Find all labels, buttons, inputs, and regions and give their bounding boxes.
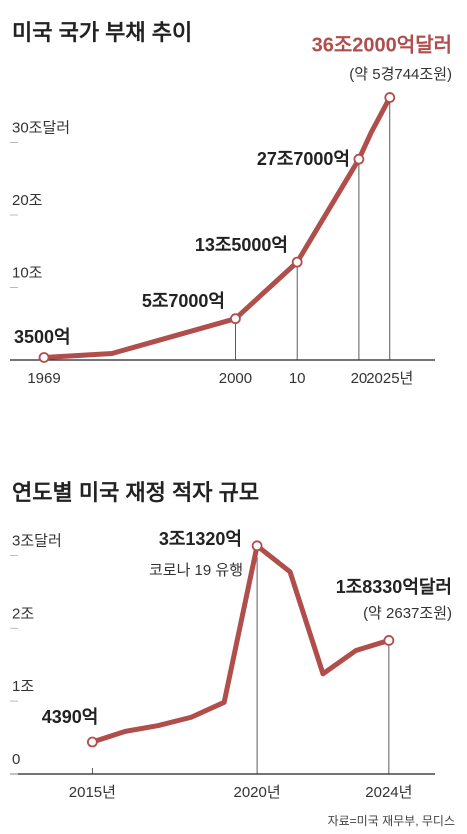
- annotation: (약 5경744조원): [349, 66, 452, 83]
- x-tick-label: 1969: [27, 370, 60, 387]
- point-marker: [38, 352, 50, 363]
- source: 자료=미국 재무부, 무디스: [328, 814, 455, 828]
- annotation: 코로나 19 유행: [149, 562, 243, 579]
- x-tick-label: 2000: [219, 370, 252, 387]
- value-label: 4390억: [42, 707, 99, 727]
- x-tick-label: 2015년: [69, 784, 116, 801]
- y-tick-label: 1조: [12, 678, 34, 695]
- y-tick-label: 0: [12, 751, 20, 768]
- value-label: 27조7000억: [257, 149, 350, 169]
- value-label: 1조8330억달러: [336, 577, 452, 597]
- x-tick-label: 2024년: [365, 784, 412, 801]
- point-marker: [353, 153, 365, 165]
- value-label: 3500억: [14, 327, 71, 347]
- x-tick-label: 20: [351, 370, 368, 387]
- x-tick-label: 2025년: [366, 370, 413, 387]
- data-line: [41, 95, 393, 360]
- value-label: 13조5000억: [195, 235, 288, 255]
- value-label: 5조7000억: [142, 291, 225, 311]
- point-marker: [251, 540, 263, 552]
- x-tick-label: 2020년: [234, 784, 281, 801]
- point-marker: [383, 635, 395, 646]
- y-tick-label: 10조: [12, 264, 43, 281]
- point-marker: [384, 92, 396, 103]
- chart-title: 연도별 미국 재정 적자 규모: [12, 480, 259, 505]
- annotation: (약 2637조원): [363, 605, 452, 622]
- point-marker: [291, 256, 303, 268]
- x-tick-label: 10: [289, 370, 306, 387]
- y-tick-label: 20조: [12, 192, 43, 209]
- y-tick-label: 2조: [12, 605, 34, 622]
- point-marker: [230, 313, 241, 325]
- value-label: 36조2000억달러: [312, 33, 452, 56]
- data-line: [89, 543, 392, 745]
- y-tick-label: 30조달러: [12, 119, 70, 136]
- chart-title: 미국 국가 부채 추이: [12, 20, 192, 45]
- point-marker: [86, 736, 98, 748]
- y-tick-label: 3조달러: [12, 532, 62, 549]
- value-label: 3조1320억: [159, 529, 242, 549]
